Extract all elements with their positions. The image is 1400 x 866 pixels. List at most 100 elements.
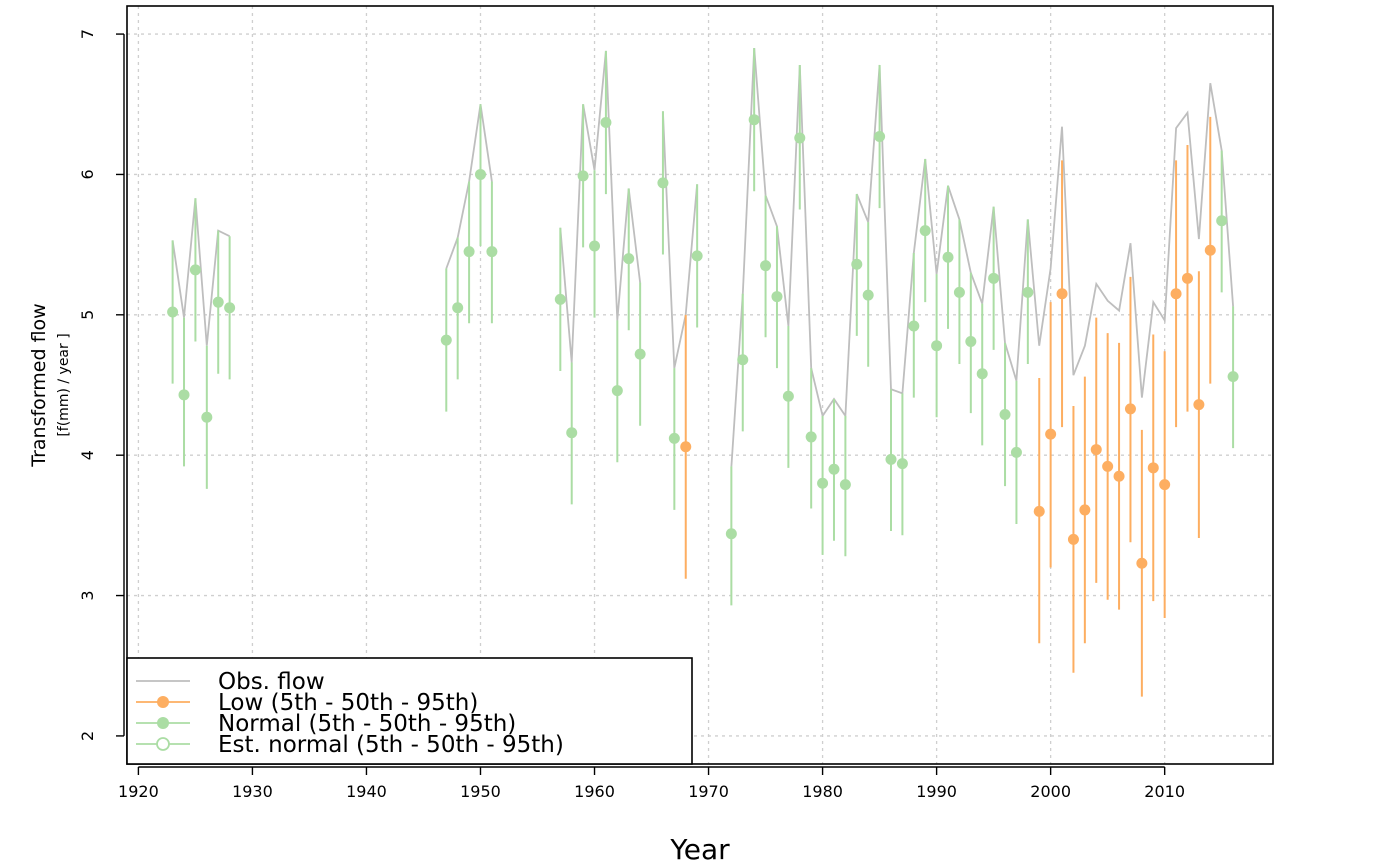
normal-median-point: [839, 479, 851, 491]
x-tick-label: 1920: [118, 782, 159, 801]
legend: Obs. flow Low (5th - 50th - 95th) Normal…: [126, 657, 693, 765]
normal-median-point: [463, 246, 475, 258]
low-median-point: [1056, 288, 1068, 300]
normal-median-point: [976, 368, 988, 380]
normal-median-point: [566, 427, 578, 439]
normal-median-point: [737, 354, 749, 366]
normal-median-point: [896, 458, 908, 470]
low-median-point: [1067, 533, 1079, 545]
quantile-points: [167, 48, 1239, 697]
low-median-point: [1159, 479, 1171, 491]
normal-median-point: [874, 131, 886, 143]
x-tick-label: 1940: [346, 782, 387, 801]
normal-median-point: [828, 463, 840, 475]
normal-median-point: [440, 334, 452, 346]
y-axis-label: Transformed flow: [28, 303, 50, 467]
normal-median-point: [1227, 371, 1239, 383]
normal-median-point: [1216, 215, 1228, 227]
normal-median-point: [668, 432, 680, 444]
obs-flow-series: [171, 48, 1234, 467]
legend-label-normal: Normal (5th - 50th - 95th): [218, 711, 516, 737]
legend-label-est-normal: Est. normal (5th - 50th - 95th): [218, 732, 564, 758]
normal-median-point: [953, 286, 965, 298]
normal-median-point: [623, 253, 635, 265]
normal-median-point: [1022, 286, 1034, 298]
low-median-point: [1045, 428, 1057, 440]
normal-median-point: [965, 335, 977, 347]
x-tick-label: 2010: [1144, 782, 1185, 801]
x-tick-label: 1930: [232, 782, 273, 801]
low-median-point: [1124, 403, 1136, 415]
y-tick-label: 2: [78, 731, 97, 741]
normal-median-point: [189, 264, 201, 276]
normal-median-point: [931, 340, 943, 352]
low-median-point: [1102, 460, 1114, 472]
normal-median-point: [725, 528, 737, 540]
normal-median-point: [474, 168, 486, 180]
normal-median-point: [486, 246, 498, 258]
y-tick-label: 6: [78, 169, 97, 179]
low-median-point: [1090, 444, 1102, 456]
normal-median-point: [212, 296, 224, 308]
normal-median-point: [589, 240, 601, 252]
y-tick-label: 5: [78, 310, 97, 320]
legend-symbol-point: [157, 717, 169, 729]
low-median-point: [1170, 288, 1182, 300]
x-tick-label: 1950: [460, 782, 501, 801]
low-median-point: [1147, 462, 1159, 474]
normal-median-point: [554, 293, 566, 305]
normal-median-point: [851, 258, 863, 270]
x-tick-label: 1960: [574, 782, 615, 801]
normal-median-point: [988, 272, 1000, 284]
normal-median-point: [691, 250, 703, 262]
normal-median-point: [600, 117, 612, 129]
normal-median-point: [748, 114, 760, 126]
low-median-point: [1193, 399, 1205, 411]
y-tick-label: 3: [78, 590, 97, 600]
legend-symbol-open-point: [156, 737, 170, 751]
normal-median-point: [201, 411, 213, 423]
normal-median-point: [167, 306, 179, 318]
normal-median-point: [577, 170, 589, 182]
x-tick-label: 1970: [688, 782, 729, 801]
y-tick-label: 4: [78, 450, 97, 460]
normal-median-point: [771, 291, 783, 303]
normal-median-point: [794, 132, 806, 144]
normal-median-point: [862, 289, 874, 301]
legend-label-obs: Obs. flow: [218, 669, 325, 695]
normal-median-point: [908, 320, 920, 332]
obs-flow-line: [171, 198, 230, 346]
normal-median-point: [999, 408, 1011, 420]
y-axis-sublabel: [f(mm) / year ]: [56, 333, 72, 436]
low-median-point: [1204, 244, 1216, 256]
normal-median-point: [657, 177, 669, 189]
normal-median-point: [611, 385, 623, 397]
low-median-point: [1181, 272, 1193, 284]
low-median-point: [1136, 557, 1148, 569]
normal-median-point: [452, 302, 464, 314]
x-tick-label: 1990: [916, 782, 957, 801]
normal-median-point: [782, 390, 794, 402]
legend-symbol-point: [157, 696, 169, 708]
legend-box: [126, 657, 693, 765]
normal-median-point: [817, 477, 829, 489]
normal-median-point: [634, 348, 646, 360]
low-median-point: [1079, 504, 1091, 516]
normal-median-point: [760, 260, 772, 272]
obs-flow-line: [662, 111, 698, 369]
grid-lines: [127, 6, 1273, 764]
x-axis: 1920 1930 1940 1950 1960 1970 1980 1990 2000 2010: [118, 766, 1185, 801]
low-median-point: [1033, 505, 1045, 517]
normal-median-point: [805, 431, 817, 443]
legend-label-low: Low (5th - 50th - 95th): [218, 690, 478, 716]
normal-median-point: [1010, 446, 1022, 458]
normal-median-point: [885, 453, 897, 465]
normal-median-point: [224, 302, 236, 314]
x-tick-label: 1980: [802, 782, 843, 801]
normal-median-point: [919, 225, 931, 237]
y-axis: 2 3 4 5 6 7: [78, 29, 125, 741]
obs-flow-line: [559, 50, 641, 363]
normal-median-point: [942, 251, 954, 263]
x-tick-label: 2000: [1030, 782, 1071, 801]
